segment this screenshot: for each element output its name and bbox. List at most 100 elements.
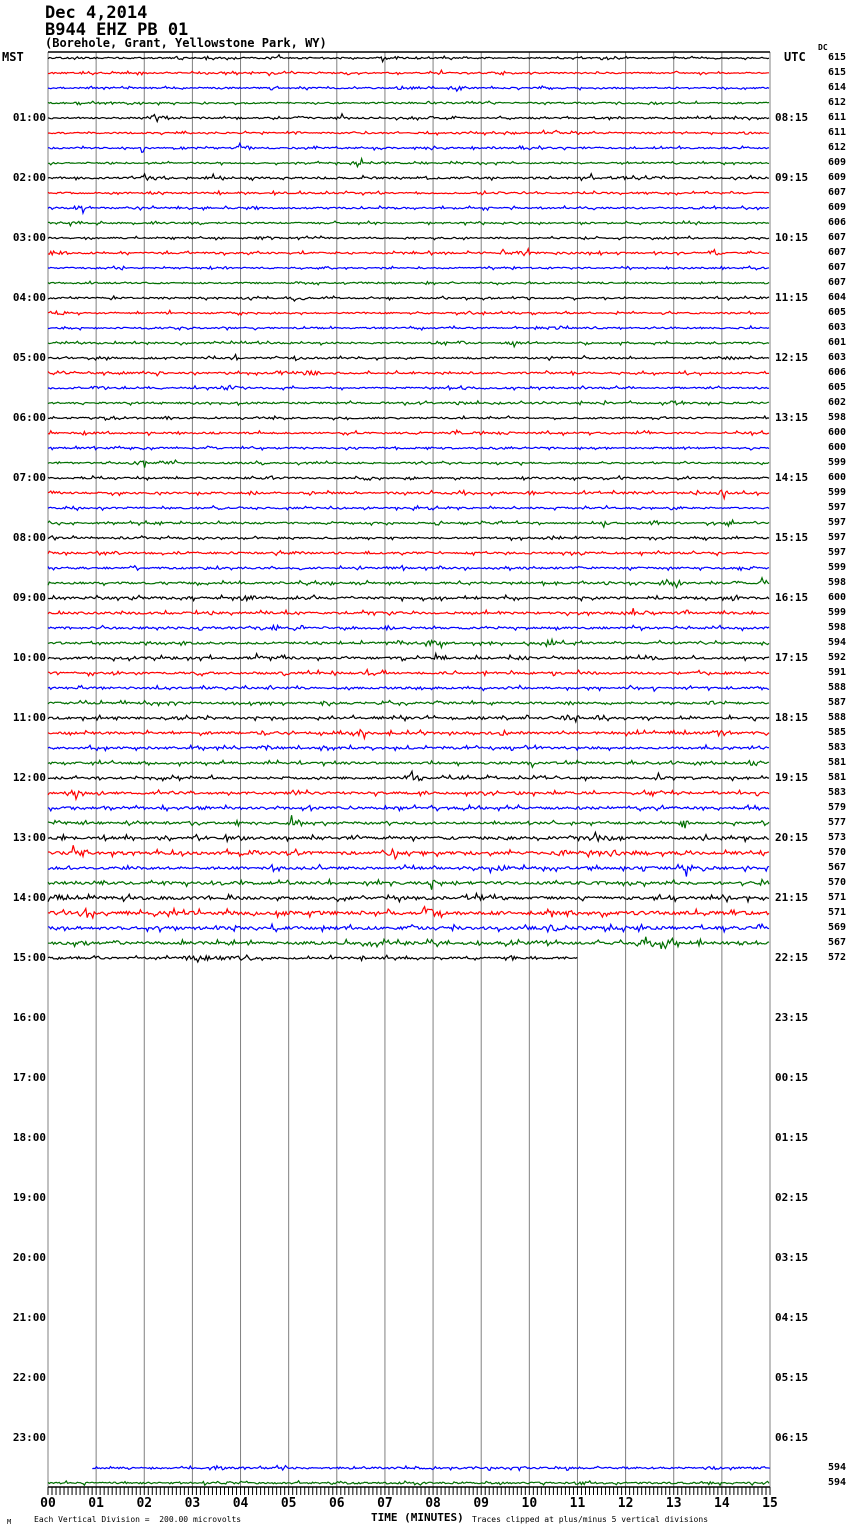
dc-offset-value: 598 — [827, 622, 846, 633]
mst-hour-label: 02:00 — [12, 171, 46, 184]
dc-offset-value: 588 — [827, 682, 846, 693]
dc-offset-value: 597 — [827, 502, 846, 513]
minute-axis-label: 06 — [328, 1496, 345, 1511]
mst-hour-label: 21:00 — [12, 1311, 46, 1324]
title-date: Dec 4,2014 — [45, 3, 148, 23]
seismogram-trace — [47, 112, 770, 124]
dc-offset-value: 594 — [827, 1477, 846, 1488]
dc-offset-value: 606 — [827, 217, 846, 228]
x-axis-title: TIME (MINUTES) — [371, 1511, 464, 1524]
seismogram-trace — [47, 324, 770, 332]
mst-hour-label: 06:00 — [12, 411, 46, 424]
seismogram-trace — [47, 576, 770, 589]
seismogram-trace — [47, 474, 770, 482]
mst-hour-label: 16:00 — [12, 1011, 46, 1024]
utc-hour-label: 08:15 — [775, 111, 809, 124]
seismogram-trace — [47, 399, 770, 407]
dc-offset-value: 605 — [827, 307, 846, 318]
dc-offset-value: 583 — [827, 787, 846, 798]
seismogram-trace — [47, 651, 770, 663]
utc-hour-label: 16:15 — [775, 591, 809, 604]
dc-offset-value: 597 — [827, 517, 846, 528]
minute-axis-label: 05 — [280, 1496, 297, 1511]
seismogram-trace — [48, 845, 770, 861]
seismogram-trace — [47, 488, 770, 501]
dc-offset-value: 583 — [827, 742, 846, 753]
mst-hour-label: 03:00 — [12, 231, 46, 244]
seismogram-trace — [47, 728, 770, 741]
mst-hour-label: 20:00 — [12, 1251, 46, 1264]
seismogram-trace — [47, 280, 770, 286]
seismogram-trace — [47, 667, 769, 678]
dc-offset-value: 585 — [827, 727, 846, 738]
seismogram-trace — [47, 593, 770, 603]
footer-clipping-note: Traces clipped at plus/minus 5 vertical … — [472, 1515, 709, 1524]
dc-offset-value: 607 — [827, 247, 846, 258]
dc-offset-value: 581 — [827, 772, 846, 783]
mst-hour-label: 19:00 — [12, 1191, 46, 1204]
dc-offset-value: 609 — [827, 172, 846, 183]
dc-offset-value: 571 — [827, 907, 846, 918]
dc-column-header: DC — [818, 43, 828, 52]
seismogram-trace — [48, 68, 769, 77]
dc-offset-value: 599 — [827, 562, 846, 573]
seismogram-trace — [47, 954, 578, 964]
seismogram-trace — [47, 743, 769, 753]
title-station: B944 EHZ PB 01 — [45, 20, 189, 40]
seismogram-trace — [47, 922, 770, 934]
dc-offset-value: 597 — [827, 532, 846, 543]
dc-offset-value: 607 — [827, 187, 846, 198]
dc-offset-value: 615 — [827, 52, 846, 63]
dc-offset-value: 607 — [827, 232, 846, 243]
dc-offset-value: 594 — [827, 637, 846, 648]
minute-axis-label: 02 — [136, 1496, 153, 1511]
dc-offset-value: 607 — [827, 262, 846, 273]
mst-hour-label: 10:00 — [12, 651, 46, 664]
dc-offset-value: 598 — [827, 577, 846, 588]
dc-offset-value: 609 — [827, 157, 846, 168]
utc-hour-label: 17:15 — [775, 651, 809, 664]
minute-axis-label: 03 — [184, 1496, 201, 1511]
seismogram-trace — [47, 518, 770, 529]
dc-offset-value: 600 — [827, 427, 846, 438]
utc-hour-label: 15:15 — [775, 531, 809, 544]
seismogram-trace — [47, 246, 770, 257]
seismogram-trace — [47, 265, 770, 271]
seismogram-trace — [47, 803, 770, 813]
seismogram-trace — [47, 877, 770, 890]
seismogram-trace — [47, 713, 770, 724]
dc-offset-value: 603 — [827, 352, 846, 363]
seismogram-trace — [47, 905, 770, 920]
dc-offset-value: 567 — [827, 862, 846, 873]
dc-offset-value: 570 — [827, 847, 846, 858]
seismogram-trace — [92, 1464, 770, 1472]
mst-hour-label: 14:00 — [12, 891, 46, 904]
mst-hour-label: 17:00 — [12, 1071, 46, 1084]
seismogram-trace — [47, 608, 770, 617]
dc-offset-value: 579 — [827, 802, 846, 813]
utc-hour-label: 09:15 — [775, 171, 809, 184]
seismogram-trace — [48, 863, 770, 877]
dc-offset-value: 609 — [827, 202, 846, 213]
mst-hour-label: 23:00 — [12, 1431, 46, 1444]
seismogram-trace — [47, 445, 770, 452]
seismogram-trace — [47, 384, 770, 392]
dc-offset-value: 567 — [827, 937, 846, 948]
seismogram-trace — [47, 235, 770, 241]
utc-hour-label: 20:15 — [775, 831, 809, 844]
dc-offset-value: 612 — [827, 142, 846, 153]
dc-offset-value: 569 — [827, 922, 846, 933]
seismogram-trace — [47, 830, 770, 844]
dc-offset-value: 573 — [827, 832, 846, 843]
dc-offset-value: 597 — [827, 547, 846, 558]
utc-hour-label: 05:15 — [775, 1371, 809, 1384]
seismogram-trace — [47, 549, 770, 557]
seismogram-trace — [47, 623, 770, 632]
utc-hour-label: 02:15 — [775, 1191, 809, 1204]
dc-offset-value: 571 — [827, 892, 846, 903]
utc-hour-label: 11:15 — [775, 291, 809, 304]
dc-offset-value: 615 — [827, 67, 846, 78]
minute-axis-label: 00 — [40, 1496, 56, 1511]
